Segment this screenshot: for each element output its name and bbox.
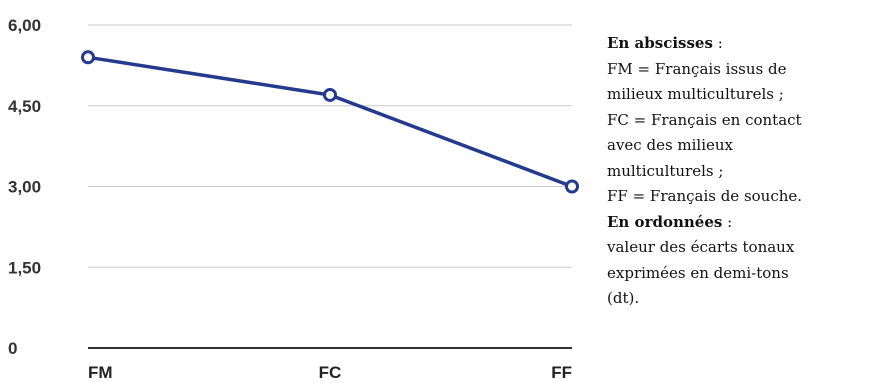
y-tick-label: 0: [8, 339, 17, 358]
legend-fm-line-1: FM = Français issus de: [607, 59, 787, 78]
y-axis-ticks: 0 1,50 3,00 4,50 6,00: [8, 16, 41, 358]
legend-ord-line-3: (dt).: [607, 289, 640, 307]
legend-line-ordonnees: En ordonnées :: [607, 210, 877, 236]
abscisses-separator: :: [712, 34, 723, 52]
legend-fc-line-3: multiculturels ;: [607, 161, 724, 180]
ordonnees-heading: En ordonnées: [607, 212, 723, 231]
legend-fc-line-1: FC = Français en contact: [607, 110, 802, 129]
legend-text: En abscisses : FM = Français issus de mi…: [607, 31, 877, 312]
x-axis-ticks: FM FC FF: [88, 363, 572, 382]
x-tick-label: FF: [551, 363, 572, 382]
series-line: [86, 55, 574, 189]
y-tick-label: 4,50: [8, 97, 41, 116]
x-tick-label: FC: [319, 363, 342, 382]
line-chart: 0 1,50 3,00 4,50 6,00 FM FC FF: [8, 16, 579, 382]
y-tick-label: 3,00: [8, 178, 41, 197]
data-point: [565, 179, 579, 194]
abscisses-heading: En abscisses: [607, 34, 713, 52]
data-point: [81, 50, 95, 65]
ordonnees-separator: :: [722, 212, 733, 231]
y-tick-label: 6,00: [8, 16, 41, 35]
legend-line-abscisses: En abscisses :: [607, 31, 877, 57]
series-group: [81, 50, 579, 194]
legend-fm-line-2: milieux multiculturels ;: [607, 85, 784, 103]
x-tick-label: FM: [88, 363, 113, 382]
legend-fc-line-2: avec des milieux: [607, 136, 734, 154]
gridlines: [88, 24, 572, 349]
legend-ord-line-2: exprimées en demi-tons: [607, 263, 789, 282]
legend-ord-line-1: valeur des écarts tonaux: [607, 238, 795, 256]
data-point: [323, 87, 337, 102]
y-tick-label: 1,50: [8, 258, 41, 277]
legend-ff-line-1: FF = Français de souche.: [607, 187, 803, 205]
